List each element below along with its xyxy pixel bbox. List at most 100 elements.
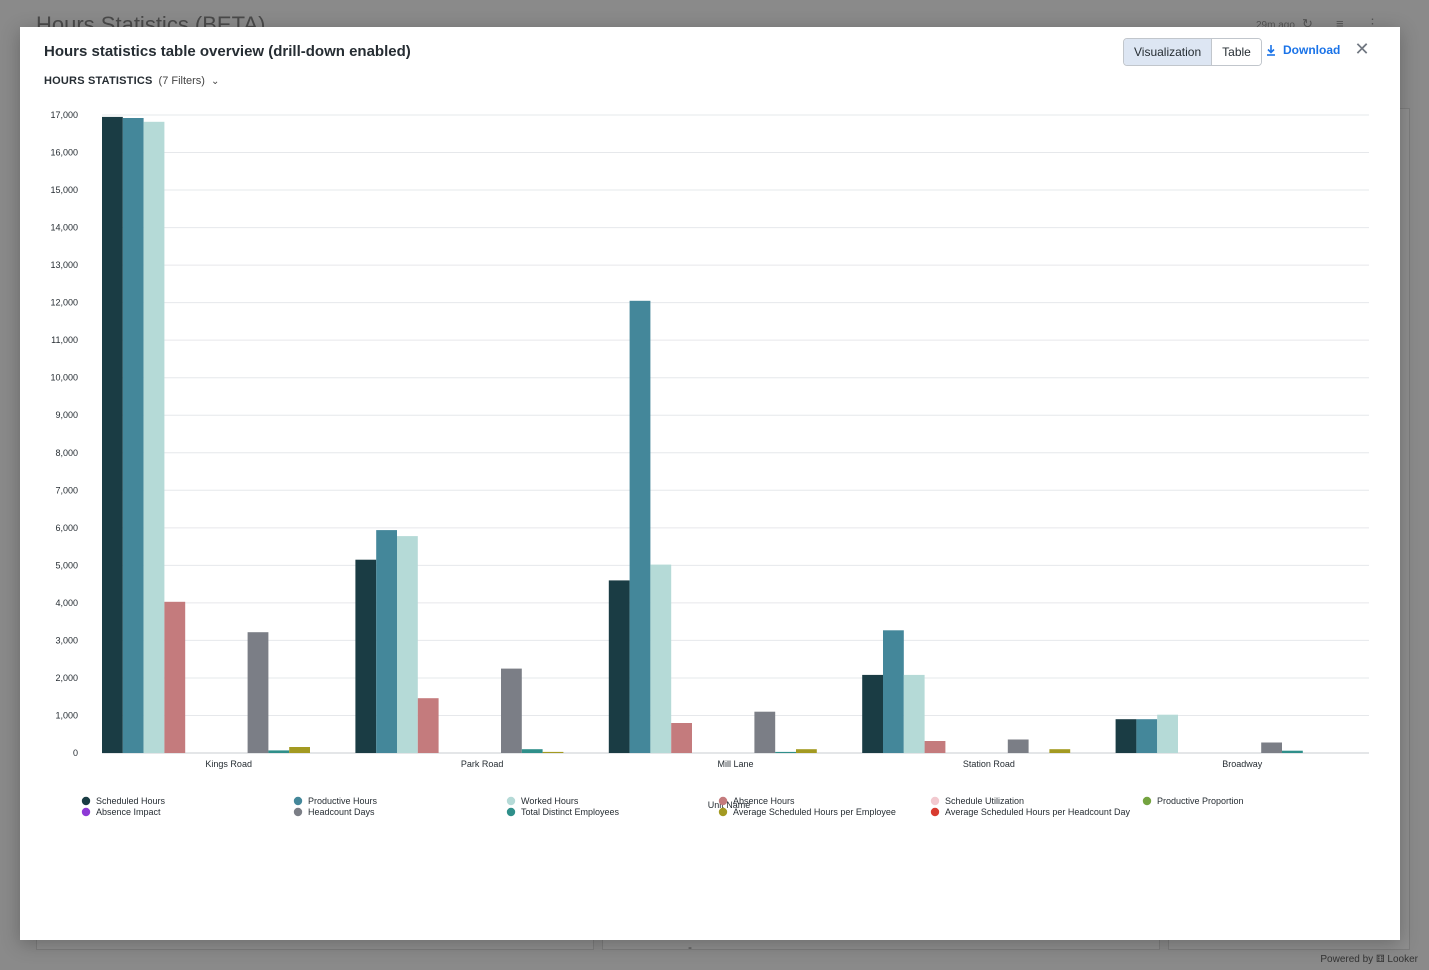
legend-item[interactable]: Average Scheduled Hours per Employee (718, 807, 896, 817)
x-tick-label: Kings Road (205, 759, 252, 769)
legend-swatch (293, 807, 303, 817)
filters-toggle[interactable]: (7 Filters) (158, 75, 205, 87)
powered-by-looker: Powered by ⚅ Looker (1320, 954, 1418, 965)
y-tick-label: 4,000 (55, 598, 78, 608)
legend-item[interactable]: Absence Hours (718, 796, 795, 806)
bar[interactable] (521, 749, 543, 753)
refresh-icon[interactable]: ↻ (1302, 16, 1313, 31)
bar[interactable] (924, 741, 946, 753)
bar[interactable] (1136, 719, 1158, 753)
x-tick-label: Mill Lane (717, 759, 753, 769)
chevron-down-icon[interactable]: ⌄ (210, 75, 220, 87)
legend-item[interactable]: Average Scheduled Hours per Headcount Da… (930, 807, 1131, 817)
bar[interactable] (122, 118, 144, 753)
bar[interactable] (883, 630, 904, 753)
filter-icon[interactable]: ≡ (1336, 16, 1344, 31)
bar[interactable] (289, 747, 310, 753)
bar[interactable] (629, 300, 651, 753)
y-tick-label: 5,000 (55, 560, 78, 570)
bar[interactable] (417, 698, 439, 753)
bar[interactable] (268, 750, 290, 753)
legend-label: Absence Hours (733, 796, 795, 806)
legend-label: Average Scheduled Hours per Employee (733, 807, 896, 817)
tab-visualization[interactable]: Visualization (1124, 39, 1213, 65)
tab-table[interactable]: Table (1212, 39, 1261, 65)
bar[interactable] (903, 674, 925, 753)
bar[interactable] (501, 668, 522, 753)
legend-label: Total Distinct Employees (521, 807, 620, 817)
bar-chart: 0 1,000 2,000 3,000 4,000 5,000 6,000 7,000 8,00… (50, 110, 1369, 817)
bar[interactable] (862, 674, 883, 753)
y-tick-label: 11,000 (51, 335, 78, 345)
chart-bars (102, 116, 1303, 754)
bar[interactable] (1261, 742, 1282, 754)
download-label: Download (1283, 43, 1341, 57)
legend-item[interactable]: Total Distinct Employees (506, 807, 620, 817)
download-icon (1267, 45, 1275, 56)
bar[interactable] (542, 751, 564, 753)
x-tick-label: Station Road (963, 759, 1015, 769)
legend-item[interactable]: Headcount Days (293, 807, 375, 817)
x-tick-label: Broadway (1222, 759, 1263, 769)
y-tick-label: 13,000 (50, 260, 78, 270)
bar[interactable] (608, 580, 630, 753)
legend-item[interactable]: Worked Hours (506, 796, 579, 806)
bar[interactable] (650, 564, 672, 753)
bar[interactable] (247, 632, 269, 753)
legend-swatch (293, 796, 303, 806)
bar[interactable] (671, 723, 692, 753)
legend-item[interactable]: Schedule Utilization (930, 796, 1024, 806)
download-button[interactable]: Download (1265, 43, 1340, 57)
bar[interactable] (1282, 750, 1303, 753)
bar[interactable] (754, 711, 776, 753)
legend-item[interactable]: Scheduled Hours (81, 796, 166, 806)
close-icon[interactable]: ✕ (1354, 39, 1370, 59)
legend-label: Productive Hours (308, 796, 378, 806)
legend-swatch (930, 796, 940, 806)
y-tick-label: 10,000 (50, 373, 78, 383)
x-axis-label: Unit Name (708, 800, 751, 810)
bar[interactable] (397, 536, 418, 753)
legend-label: Schedule Utilization (945, 796, 1024, 806)
bar[interactable] (1115, 719, 1137, 753)
y-tick-label: 6,000 (55, 523, 78, 533)
y-tick-label: 1,000 (55, 710, 78, 720)
x-tick-label: Park Road (461, 759, 504, 769)
view-toggle: Visualization Table (1123, 38, 1262, 66)
y-tick-label: 14,000 (50, 223, 78, 233)
y-tick-label: 12,000 (50, 298, 78, 308)
y-axis-ticks: 0 1,000 2,000 3,000 4,000 5,000 6,000 7,000 8,00… (50, 110, 78, 758)
bar[interactable] (1007, 739, 1029, 754)
x-axis-ticks: Kings Road Park Road Mill Lane Station Road… (205, 759, 1262, 769)
legend-swatch (1142, 796, 1152, 806)
legend-label: Scheduled Hours (96, 796, 166, 806)
legend-item[interactable]: Productive Hours (293, 796, 378, 806)
y-tick-label: 8,000 (55, 448, 78, 458)
drill-down-modal: Hours statistics table overview (drill-d… (20, 27, 1400, 940)
bar[interactable] (796, 749, 817, 753)
y-tick-label: 15,000 (50, 185, 78, 195)
last-updated-text: 29m ago (1256, 20, 1295, 31)
legend-label: Productive Proportion (1157, 796, 1244, 806)
legend-label: Absence Impact (96, 807, 161, 817)
legend-item[interactable]: Productive Proportion (1142, 796, 1244, 806)
legend-item[interactable]: Absence Impact (81, 807, 161, 817)
bar[interactable] (102, 116, 123, 753)
chart-gridlines (102, 114, 1369, 754)
y-tick-label: 16,000 (50, 148, 78, 158)
bar[interactable] (355, 559, 377, 753)
bar[interactable] (775, 751, 796, 753)
legend-swatch (81, 807, 91, 817)
legend-swatch (506, 807, 516, 817)
bar[interactable] (164, 601, 186, 753)
bar[interactable] (1157, 714, 1178, 753)
legend-label: Headcount Days (308, 807, 375, 817)
legend-label: Worked Hours (521, 796, 579, 806)
bar[interactable] (1049, 749, 1071, 753)
bar[interactable] (376, 530, 397, 753)
y-tick-label: 2,000 (55, 673, 78, 683)
chart-legend: Scheduled Hours Productive Hours Worked Ho… (81, 796, 1244, 817)
y-tick-label: 3,000 (55, 635, 78, 645)
legend-swatch (718, 807, 728, 817)
bar[interactable] (143, 121, 165, 754)
